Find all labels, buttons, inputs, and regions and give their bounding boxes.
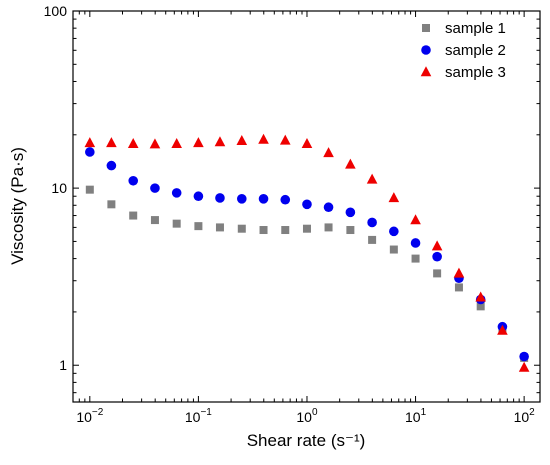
data-point-circle: [85, 147, 95, 157]
legend-marker-circle: [421, 45, 431, 55]
data-point-triangle: [193, 137, 204, 148]
data-point-square: [237, 224, 246, 233]
data-point-square: [281, 226, 290, 235]
data-point-circle: [215, 193, 225, 203]
data-point-triangle: [345, 158, 356, 169]
data-point-square: [476, 302, 485, 311]
legend: sample 1 sample 2 sample 3: [420, 20, 506, 81]
legend-label: sample 3: [445, 64, 506, 81]
data-point-square: [215, 223, 224, 232]
data-point-triangle: [497, 324, 508, 335]
data-point-triangle: [410, 214, 421, 225]
data-point-circle: [389, 226, 399, 237]
data-point-circle: [432, 251, 442, 262]
data-point-square: [302, 224, 311, 233]
data-point-circle: [302, 199, 312, 210]
data-point-triangle: [453, 267, 465, 278]
data-point-circle: [236, 194, 247, 204]
x-tick-label: 100: [296, 407, 318, 425]
data-point-square: [389, 245, 398, 254]
series-3: [84, 133, 530, 372]
data-point-triangle: [475, 291, 486, 302]
data-point-circle: [345, 207, 356, 218]
data-point-triangle: [106, 137, 117, 148]
data-point-triangle: [236, 134, 248, 145]
x-tick-label: 10−1: [185, 407, 212, 425]
data-point-triangle: [323, 147, 334, 158]
x-axis-title: Shear rate (s⁻¹): [247, 431, 366, 450]
data-point-circle: [410, 238, 421, 248]
legend-label: sample 1: [445, 20, 506, 37]
data-point-circle: [258, 194, 269, 204]
data-point-square: [194, 222, 203, 231]
data-point-circle: [128, 175, 139, 186]
data-point-triangle: [84, 137, 96, 148]
data-point-triangle: [431, 240, 443, 251]
data-point-circle: [519, 351, 529, 362]
data-point-square: [368, 235, 377, 244]
legend-marker-triangle: [420, 66, 432, 77]
y-axis-title: Viscosity (Pa·s): [8, 147, 27, 265]
data-point-circle: [106, 160, 117, 171]
legend-label: sample 2: [445, 42, 506, 59]
data-points: [84, 133, 530, 372]
x-tick-label: 101: [405, 407, 427, 425]
data-point-square: [433, 269, 442, 278]
data-point-triangle: [171, 137, 182, 148]
tick-labels: 10−2 10−1 100 101 102 1 10 100: [44, 3, 536, 425]
data-point-triangle: [149, 138, 161, 149]
data-point-triangle: [301, 137, 313, 148]
data-point-circle: [150, 183, 160, 193]
data-point-circle: [171, 188, 182, 198]
y-tick-label: 1: [59, 357, 67, 373]
data-point-circle: [323, 202, 334, 213]
data-point-square: [346, 226, 355, 235]
legend-marker-square: [422, 24, 430, 32]
data-point-square: [85, 185, 94, 194]
data-point-triangle: [258, 133, 269, 144]
legend-item: sample 2: [421, 42, 506, 59]
data-point-triangle: [214, 136, 226, 147]
legend-item: sample 3: [420, 64, 506, 81]
data-point-circle: [280, 194, 291, 205]
data-point-triangle: [366, 173, 378, 184]
series-2: [85, 147, 529, 362]
data-point-triangle: [388, 192, 400, 203]
data-point-square: [172, 219, 181, 228]
data-point-square: [150, 216, 159, 225]
data-point-square: [454, 283, 463, 292]
data-point-triangle: [279, 134, 291, 145]
data-point-square: [324, 223, 333, 232]
y-tick-label: 10: [51, 180, 67, 196]
x-tick-label: 102: [514, 407, 536, 425]
data-point-circle: [193, 191, 204, 202]
legend-item: sample 1: [422, 20, 506, 37]
data-point-triangle: [518, 361, 530, 372]
data-point-triangle: [127, 137, 139, 148]
y-tick-label: 100: [44, 3, 68, 19]
axis-ticks: [72, 10, 540, 402]
data-point-square: [107, 200, 116, 209]
x-tick-label: 10−2: [76, 407, 103, 425]
data-point-square: [259, 226, 268, 235]
data-point-square: [411, 254, 420, 263]
data-point-circle: [367, 217, 377, 228]
data-point-square: [129, 211, 138, 220]
